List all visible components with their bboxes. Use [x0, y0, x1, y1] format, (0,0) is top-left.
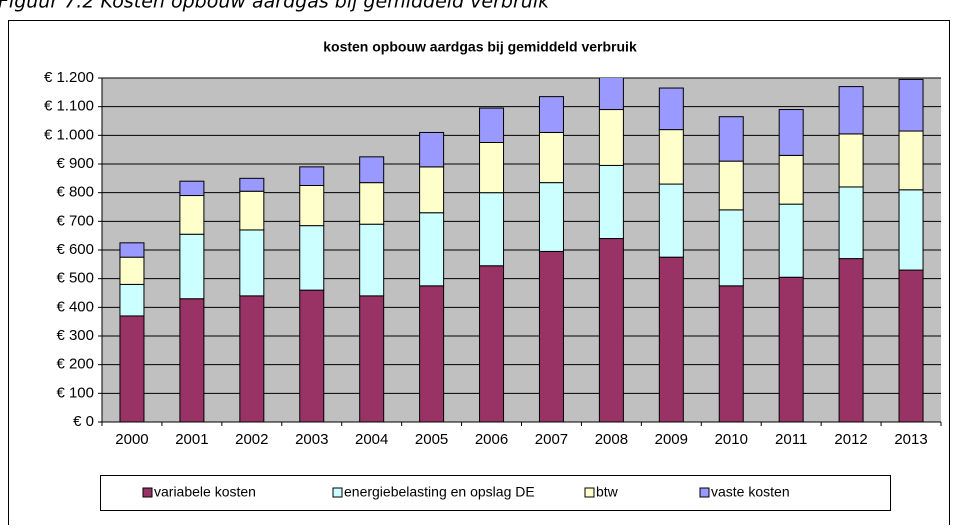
y-tick-label: € 400	[56, 298, 94, 315]
x-tick-label: 2012	[834, 431, 867, 448]
x-tick-label: 2013	[894, 431, 927, 448]
y-tick-label: € 1.200	[44, 69, 94, 86]
bar-segment	[299, 289, 325, 422]
legend-label: variabele kosten	[154, 484, 256, 500]
bar-segment	[838, 186, 864, 260]
bar-segment	[538, 250, 564, 422]
bar-segment	[239, 295, 265, 422]
x-tick-label: 2002	[235, 431, 268, 448]
y-tick-label: € 900	[56, 155, 94, 172]
bar-segment	[359, 223, 385, 297]
bar-segment	[598, 164, 624, 240]
bar-segment	[898, 269, 924, 422]
x-tick-label: 2004	[355, 431, 388, 448]
legend-swatch	[142, 487, 153, 498]
y-tick-label: € 200	[56, 356, 94, 373]
bar-segment	[658, 129, 684, 185]
bar-segment	[299, 166, 325, 187]
x-tick-label: 2006	[475, 431, 508, 448]
y-tick-label: € 700	[56, 212, 94, 229]
bar-segment	[838, 86, 864, 135]
y-tick-label: € 300	[56, 327, 94, 344]
bar-segment	[898, 78, 924, 132]
chart-title: kosten opbouw aardgas bij gemiddeld verb…	[323, 39, 637, 55]
bar-segment	[179, 195, 205, 235]
x-tick-label: 2008	[595, 431, 628, 448]
bar-segment	[718, 209, 744, 287]
bar-segment	[598, 78, 624, 111]
legend-label: btw	[596, 484, 619, 500]
y-tick-label: € 0	[73, 413, 94, 430]
y-tick-label: € 800	[56, 184, 94, 201]
bar-segment	[239, 190, 265, 231]
bar-segment	[179, 233, 205, 300]
x-tick-label: 2011	[775, 431, 807, 448]
bar-segment	[119, 283, 145, 317]
x-tick-label: 2007	[535, 431, 568, 448]
bar-segment	[239, 177, 265, 192]
x-tick-label: 2009	[655, 431, 688, 448]
bar-segment	[538, 96, 564, 133]
bar-segment	[419, 131, 445, 168]
bar-segment	[179, 180, 205, 197]
bar-segment	[598, 109, 624, 166]
bar-segment	[479, 192, 505, 267]
bar-segment	[479, 142, 505, 194]
bar-segment	[778, 154, 804, 205]
bars	[119, 78, 924, 422]
legend-label: vaste kosten	[711, 484, 790, 500]
y-tick-label: € 1.000	[44, 126, 94, 143]
bar-segment	[778, 203, 804, 278]
y-tick-label: € 1.100	[44, 98, 94, 115]
bar-segment	[838, 133, 864, 188]
bar-segment	[538, 182, 564, 252]
bar-segment	[359, 156, 385, 184]
bar-segment	[419, 212, 445, 287]
y-tick-label: € 600	[56, 241, 94, 258]
bar-segment	[718, 160, 744, 211]
x-tick-label: 2003	[295, 431, 328, 448]
bar-segment	[718, 116, 744, 162]
y-tick-label: € 100	[56, 384, 94, 401]
bar-segment	[359, 182, 385, 225]
x-tick-label: 2010	[715, 431, 748, 448]
bar-segment	[419, 285, 445, 422]
x-tick-label: 2000	[115, 431, 148, 448]
legend-swatch	[584, 487, 595, 498]
bar-segment	[778, 109, 804, 156]
bar-segment	[479, 265, 505, 422]
legend-label: energiebelasting en opslag DE	[344, 484, 535, 500]
bar-segment	[838, 258, 864, 422]
bar-segment	[658, 256, 684, 422]
bar-segment	[479, 107, 505, 143]
legend-swatch	[699, 487, 710, 498]
x-tick-label: 2005	[415, 431, 448, 448]
bar-segment	[119, 256, 145, 285]
bar-segment	[419, 166, 445, 214]
bar-segment	[898, 189, 924, 271]
bar-segment	[179, 298, 205, 422]
bar-segment	[598, 238, 624, 422]
bar-segment	[658, 87, 684, 131]
bar-segment	[718, 285, 744, 422]
bar-segment	[119, 315, 145, 422]
bar-segment	[778, 276, 804, 422]
bar-segment	[359, 295, 385, 422]
figure-caption: Figuur 7.2 Kosten opbouw aardgas bij gem…	[0, 0, 550, 13]
y-tick-label: € 500	[56, 270, 94, 287]
legend: variabele kosten energiebelasting en opsl…	[100, 475, 891, 511]
bar-segment	[898, 130, 924, 191]
legend-box	[100, 475, 891, 511]
bar-segment	[658, 183, 684, 258]
x-tick-label: 2001	[175, 431, 208, 448]
bar-segment	[538, 131, 564, 184]
bar-segment	[299, 185, 325, 227]
bar-segment	[119, 242, 145, 258]
legend-swatch	[332, 487, 343, 498]
bar-segment	[299, 225, 325, 291]
bar-segment	[239, 229, 265, 297]
